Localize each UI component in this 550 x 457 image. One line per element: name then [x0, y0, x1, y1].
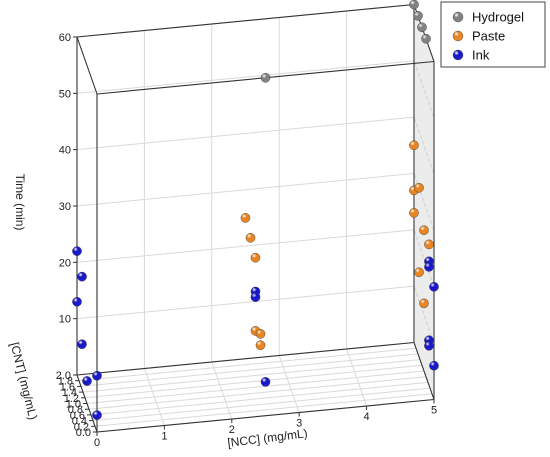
- y-tick-label: 1.0: [66, 399, 81, 411]
- box-edge: [76, 3, 415, 38]
- ink-point: [92, 370, 102, 381]
- floor-gridline: [86, 370, 425, 404]
- ink-point: [429, 360, 439, 371]
- hydrogel-point: [409, 0, 419, 10]
- x-tick-label: 3: [296, 418, 302, 430]
- paste-point: [255, 340, 266, 351]
- ink-point: [72, 246, 82, 256]
- x-tick-label: 0: [94, 437, 100, 449]
- ink-point: [424, 340, 434, 351]
- y-tick-label: 1.2: [64, 393, 79, 405]
- y-tick-label: 0.2: [74, 421, 89, 433]
- data-points: [72, 0, 439, 420]
- ink-point: [429, 281, 439, 292]
- paste-point: [240, 213, 251, 223]
- hydrogel-legend-label: Hydrogel: [472, 10, 524, 25]
- x-tick-label: 4: [364, 411, 370, 423]
- paste-point: [419, 298, 429, 309]
- paste-point: [250, 252, 261, 263]
- hydrogel-legend-marker: [452, 11, 464, 23]
- ink-point: [77, 271, 87, 282]
- y-tick-label: 1.6: [60, 381, 75, 393]
- floor-gridline: [94, 393, 433, 427]
- y-tick-label: 2.0: [56, 370, 71, 382]
- z-tick-label: 30: [59, 201, 71, 213]
- back-wall-gridline: [76, 116, 415, 151]
- y-tick-label: 1.8: [58, 376, 73, 388]
- ink-point: [82, 376, 92, 386]
- z-tick-label: 40: [59, 145, 71, 157]
- floor-gridline: [80, 353, 419, 387]
- ink-legend-marker: [452, 49, 464, 61]
- back-wall-gridline: [76, 60, 415, 94]
- box-edge: [76, 341, 415, 376]
- z-tick-label: 60: [59, 32, 71, 44]
- box-edge: [413, 342, 435, 400]
- z-tick-label: 10: [59, 314, 71, 326]
- box-edge: [96, 398, 435, 433]
- y-tick-label: 0.8: [68, 404, 83, 416]
- y-tick-label: 1.4: [62, 387, 77, 399]
- paste-point: [419, 225, 429, 235]
- paste-point: [424, 239, 434, 250]
- paste-legend-label: Paste: [472, 29, 505, 44]
- x-tick-label: 5: [431, 405, 437, 417]
- x-axis-title: [NCC] (mg/mL): [227, 426, 309, 450]
- paste-legend-marker: [452, 30, 464, 42]
- x-tick-label: 1: [161, 431, 167, 443]
- floor-gridline: [84, 364, 423, 399]
- y-axis-title: [CNT] (mg/mL): [7, 341, 40, 421]
- paste-point: [409, 140, 419, 151]
- hydrogel-point: [417, 22, 427, 33]
- legend: Hydrogel Paste Ink: [440, 1, 546, 68]
- tick-labels: 0 1 2 3 4 5 0.00.20.40.60.81.01.21.41.61.82.0 1…: [56, 32, 437, 449]
- hydrogel-point: [413, 11, 423, 21]
- z-tick-label: 50: [59, 88, 71, 100]
- ink-point: [92, 410, 102, 420]
- y-tick-label: 0.6: [70, 410, 85, 422]
- floor-gridline: [90, 381, 429, 416]
- z-axis-title: Time (min): [13, 174, 27, 231]
- ink-point: [260, 377, 271, 387]
- floor-gridline: [88, 376, 427, 410]
- box-edge: [76, 36, 98, 95]
- paste-point: [255, 329, 266, 339]
- ink-point: [424, 262, 434, 272]
- ink-point: [77, 339, 87, 350]
- floor-gridline: [78, 347, 417, 382]
- paste-point: [409, 208, 419, 218]
- paste-point: [414, 267, 424, 278]
- back-wall-gridline: [76, 285, 415, 320]
- z-tick-label: 20: [59, 257, 71, 269]
- back-wall-gridline: [76, 173, 415, 207]
- hydrogel-point: [260, 73, 271, 83]
- box-frame: [76, 3, 435, 433]
- ink-point: [250, 292, 261, 302]
- paste-point: [414, 182, 424, 193]
- ink-legend-label: Ink: [472, 48, 490, 63]
- y-tick-label: 0.4: [72, 416, 87, 428]
- paste-point: [245, 232, 256, 243]
- grid-layer: [76, 4, 435, 433]
- back-wall-gridline: [76, 229, 415, 263]
- ink-point: [72, 296, 82, 307]
- x-tick-label: 2: [229, 424, 235, 436]
- hydrogel-point: [421, 33, 431, 44]
- y-tick-label: 0.0: [76, 427, 91, 439]
- floor-gridline: [82, 359, 421, 393]
- floor-gridline: [92, 387, 431, 422]
